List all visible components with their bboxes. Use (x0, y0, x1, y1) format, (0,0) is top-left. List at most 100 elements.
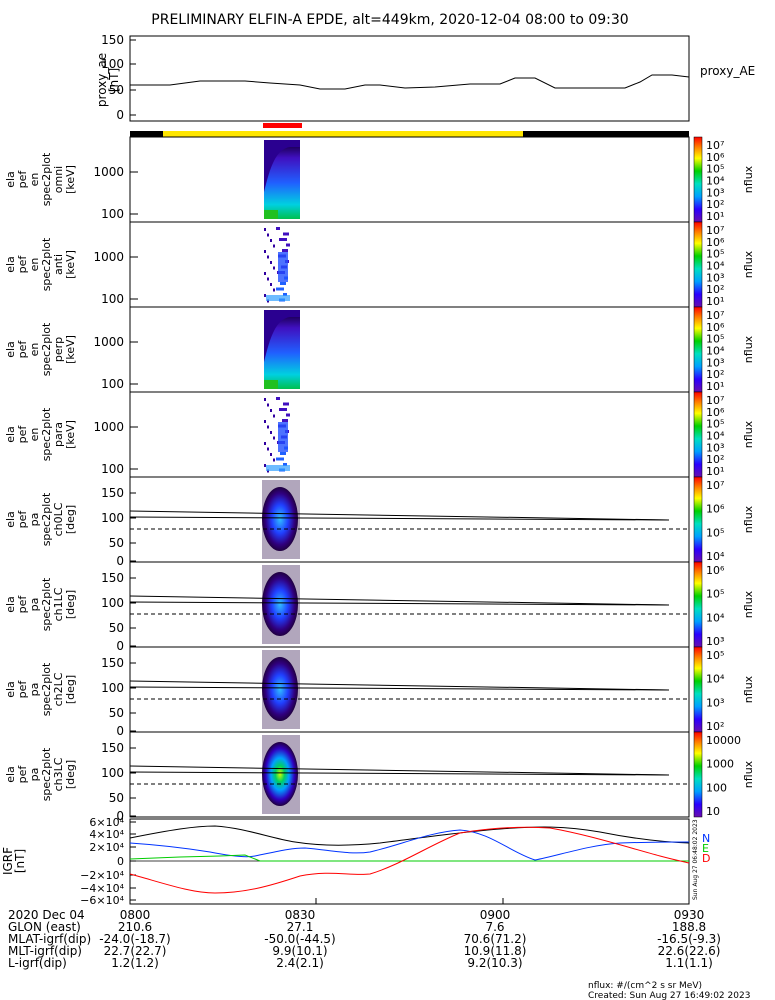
ephem-value: 1.1(1.1) (665, 956, 713, 970)
energy-ylabel: anti (52, 254, 65, 275)
ephem-value: 9.2(10.3) (467, 956, 522, 970)
pa-panel-3: ela pef pa spec2plot ch3LC [deg] 150 100 50 0 (4, 731, 690, 823)
proxy-ae-panel: proxy_ae [nT] 150 100 50 0 proxy_AE (95, 33, 755, 122)
energy-ylabel: pef (16, 425, 29, 444)
spectrogram-cell (286, 413, 290, 417)
pa-ytick: 50 (109, 621, 124, 635)
pa-ylabel: ch1LC (52, 587, 65, 621)
pa-ylabel: ch3LC (52, 757, 65, 791)
spectrogram-cell (264, 398, 266, 401)
spectrogram-low (264, 380, 278, 389)
spectrogram-blob (264, 317, 300, 389)
colorbar-unit: nflux (742, 420, 755, 448)
spectrogram-cell (267, 233, 269, 237)
spectrogram-cell (264, 272, 266, 275)
colorbar-label: 10⁷ (706, 139, 724, 152)
igrf-e-line (129, 854, 689, 862)
spectrogram-cell (267, 425, 269, 429)
colorbar-label: 10⁴ (706, 175, 725, 188)
colorbar-label: 10⁴ (706, 550, 725, 563)
energy-ylabel: ela (4, 341, 17, 358)
pa-ylabel: pef (16, 680, 29, 699)
energy-ytick: 100 (101, 462, 124, 476)
ephem-value: 2.4(2.1) (276, 956, 324, 970)
pa-ylabel: ela (4, 596, 17, 613)
pa-ytick: 50 (109, 791, 124, 805)
colorbar-label: 10¹ (706, 380, 724, 393)
igrf-side-text: Sun Aug 27 06:48:02 2023 (692, 819, 699, 900)
bar-black-left (130, 131, 163, 137)
energy-panel-2: ela pef en spec2plot perp [keV] 1000 100 (4, 306, 690, 393)
spectrogram-cell (283, 402, 289, 406)
igrf-legend-N: N (702, 832, 710, 845)
colorbar-label: 10⁵ (706, 163, 724, 176)
energy-ylabel: spec2plot (40, 407, 53, 461)
proxy-ae-ytick: 0 (116, 108, 124, 122)
colorbar-label: 10¹ (706, 210, 724, 223)
ephem-value: -16.5(-9.3) (657, 932, 721, 946)
colorbar-label: 10³ (706, 271, 724, 284)
pa-ylabel: spec2plot (40, 492, 53, 546)
ephem-label: MLAT-igrf(dip) (8, 932, 91, 946)
spectrogram-cell (267, 447, 269, 451)
colorbar-label: 10³ (706, 635, 724, 648)
status-bars (130, 123, 689, 137)
spectrogram-cell (283, 232, 289, 236)
energy-ylabel: spec2plot (40, 322, 53, 376)
spectrogram-cell (279, 238, 287, 241)
spectrogram-cell (270, 283, 272, 286)
energy-ylabel: pef (16, 340, 29, 359)
energy-panel-0: ela pef en spec2plot omni [keV] 1000 100 (4, 136, 690, 223)
spectrogram-cell (267, 403, 269, 407)
spectrogram-low (266, 295, 290, 301)
ephem-value: 1.2(1.2) (111, 956, 159, 970)
energy-ylabel: pef (16, 255, 29, 274)
bar-black-right (523, 131, 689, 137)
spectrogram-cell (264, 464, 266, 467)
ephem-value: 22.6(22.6) (658, 944, 721, 958)
energy-ylabel: en (28, 258, 41, 272)
spectrogram-cell (264, 294, 266, 297)
energy-ytick: 1000 (93, 420, 124, 434)
loss-cone-upper (129, 765, 670, 776)
colorbar-label: 10¹ (706, 465, 724, 478)
pa-ylabel: spec2plot (40, 747, 53, 801)
colorbar-7: 10000 1000 100 10 nflux (693, 731, 755, 818)
spectrogram-cell (264, 442, 266, 445)
colorbar-label: 10⁵ (706, 333, 724, 346)
pa-ylabel: pa (28, 768, 41, 782)
colorbar-label: 10⁶ (706, 151, 725, 164)
energy-ylabel: ela (4, 171, 17, 188)
proxy-ae-unit: [nT] (107, 68, 121, 92)
pa-ylabel: ela (4, 766, 17, 783)
spectrogram-cell (264, 228, 266, 231)
colorbar-label: 10² (706, 283, 724, 296)
colorbar-label: 10⁴ (706, 345, 725, 358)
igrf-ytick: −6×10⁴ (80, 894, 124, 907)
pa-ylabel: pa (28, 683, 41, 697)
pa-panel-1: ela pef pa spec2plot ch1LC [deg] 150 100 50 0 (4, 561, 690, 653)
pa-ylabel: [deg] (64, 675, 77, 704)
colorbar-label: 10000 (706, 734, 741, 747)
igrf-n-line (129, 829, 690, 861)
colorbar-label: 10⁴ (706, 260, 725, 273)
colorbar-unit: nflux (742, 335, 755, 363)
energy-ylabel: spec2plot (40, 152, 53, 206)
proxy-ae-ytick: 150 (101, 33, 124, 47)
plot-title: PRELIMINARY ELFIN-A EPDE, alt=449km, 202… (151, 12, 628, 28)
spectrogram-cell (270, 431, 272, 434)
pa-ylabel: [deg] (64, 760, 77, 789)
energy-ylabel: en (28, 343, 41, 357)
loss-cone-upper (129, 510, 670, 521)
colorbar-label: 10⁵ (706, 526, 724, 539)
colorbar-label: 10⁷ (706, 224, 724, 237)
ephem-value: -50.0(-44.5) (264, 932, 335, 946)
footer-nflux: nflux: #/(cm^2 s sr MeV) (588, 981, 702, 991)
spectrogram-cell (264, 420, 266, 423)
colorbar-label: 10⁶ (706, 564, 725, 577)
pa-ylabel: spec2plot (40, 662, 53, 716)
ephem-value: 0900 (480, 908, 511, 922)
ephemeris-table: 2020 Dec 04 0800 0830 0900 0930 GLON (east) 21… (8, 898, 721, 970)
footer-created: Created: Sun Aug 27 16:49:02 2023 (588, 991, 750, 1000)
